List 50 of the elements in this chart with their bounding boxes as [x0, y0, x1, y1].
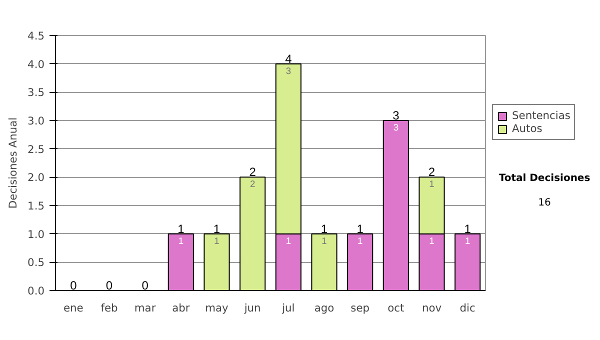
total-label: 1: [356, 222, 364, 236]
y-axis-title: Decisiones Anual: [6, 117, 20, 209]
y-tick-label: 3.0: [28, 114, 45, 128]
total-label: 3: [392, 108, 400, 122]
total-label: 2: [249, 165, 256, 180]
x-tick-label: oct: [388, 302, 404, 314]
y-tick-label: 4.5: [28, 30, 45, 42]
data-label: 1: [286, 236, 292, 246]
x-tick-label: feb: [100, 302, 118, 314]
y-tick-label: 2.0: [28, 171, 45, 184]
legend-label: Sentencias: [512, 109, 570, 122]
data-label: 1: [178, 236, 184, 246]
y-tick-label: 0.0: [28, 284, 45, 298]
data-label: 1: [322, 236, 327, 246]
total-label: 1: [213, 222, 220, 236]
y-tick-label: 1.5: [28, 200, 45, 212]
x-tick-label: nov: [422, 302, 442, 314]
total-label: 0: [106, 278, 113, 292]
total-label: 0: [142, 278, 149, 292]
data-label: 3: [286, 66, 292, 76]
data-label: 2: [250, 179, 256, 190]
x-tick-label: sep: [350, 302, 370, 314]
data-label: 1: [429, 179, 434, 190]
x-tick-label: jun: [243, 302, 261, 314]
x-tick-label: ago: [314, 302, 334, 314]
text: 16: [538, 197, 551, 208]
data-label: 3: [393, 122, 399, 132]
y-tick-label: 4.0: [28, 58, 45, 71]
x-tick-label: abr: [172, 302, 190, 314]
y-tick-label: 2.5: [28, 142, 45, 156]
total-label: 2: [428, 165, 436, 180]
total-label: 1: [464, 222, 472, 236]
data-label: 1: [214, 236, 220, 246]
x-tick-label: jul: [281, 302, 295, 314]
y-tick-label: 3.5: [28, 86, 45, 100]
legend-label: Autos: [512, 122, 542, 135]
total-label: 4: [285, 52, 292, 66]
x-tick-label: mar: [134, 302, 156, 314]
total-label: 1: [178, 222, 185, 236]
x-tick-label: dic: [460, 302, 476, 314]
total-label: 1: [320, 222, 328, 236]
y-tick-label: 0.5: [28, 256, 45, 270]
total-label: 0: [70, 278, 78, 292]
data-label: 1: [464, 236, 470, 246]
data-label: 1: [429, 236, 434, 246]
x-tick-label: ene: [63, 302, 84, 314]
x-tick-label: may: [205, 302, 228, 314]
data-label: 1: [357, 236, 363, 246]
text: Total Decisiones: [498, 172, 590, 184]
y-tick-label: 1.0: [28, 228, 45, 241]
